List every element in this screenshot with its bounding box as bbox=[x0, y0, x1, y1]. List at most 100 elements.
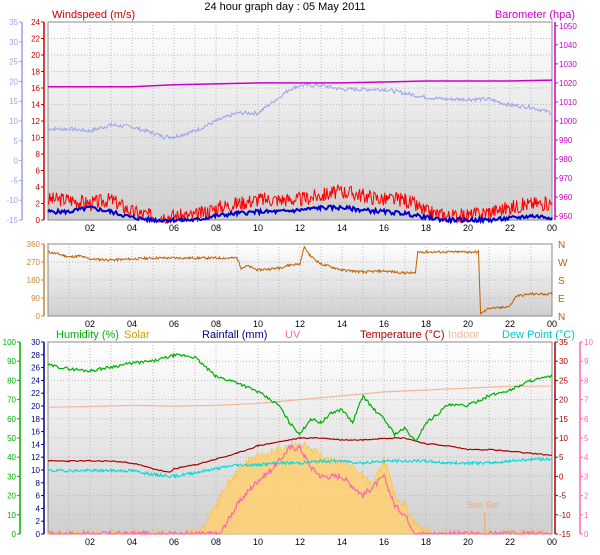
windspeed-axis-tick-label: 24 bbox=[31, 18, 40, 27]
windspeed-axis-tick-label: 8 bbox=[36, 150, 41, 159]
outer-left-axis-tick-label: 15 bbox=[9, 97, 18, 106]
degrees-axis-tick-label: 270 bbox=[27, 258, 41, 267]
uv-line bbox=[47, 443, 552, 536]
windspeed-axis-tick-label: 6 bbox=[36, 167, 41, 176]
x-tick-label: 04 bbox=[127, 537, 137, 547]
compass-label: E bbox=[558, 294, 565, 305]
windspeed-axis-tick-label: 16 bbox=[31, 84, 40, 93]
barometer-axis-title: Barometer (hpa) bbox=[495, 9, 575, 21]
barometer-line bbox=[48, 79, 553, 88]
temperature-axis-tick-label: 15 bbox=[559, 415, 568, 424]
x-tick-label: 04 bbox=[127, 319, 137, 329]
outer-left-axis-tick-label: 5 bbox=[14, 137, 19, 146]
direction-panel-axes: 02 04 06 08 10 12 14 16 18 20 22 00360270180900NWSE… bbox=[27, 240, 568, 329]
wind-panel-axes: 02 04 06 08 10 12 14 16 18 20 22 0035302520151050-5… bbox=[6, 18, 577, 233]
barometer-axis-tick-label: 1010 bbox=[559, 98, 577, 107]
uv-axis-tick-label: 7 bbox=[584, 396, 589, 405]
x-tick-label: 10 bbox=[253, 537, 263, 547]
compass-label: N bbox=[558, 240, 565, 251]
wind-panel-series bbox=[47, 79, 553, 225]
x-tick-label: 08 bbox=[211, 319, 221, 329]
x-tick-label: 06 bbox=[169, 537, 179, 547]
windspeed-axis-title: Windspeed (m/s) bbox=[52, 9, 135, 21]
x-tick-label: 12 bbox=[295, 537, 305, 547]
rainfall-axis-tick-label: 4 bbox=[36, 504, 41, 513]
degrees-axis-tick-label: 0 bbox=[36, 312, 41, 321]
legend-item: Solar bbox=[124, 329, 150, 341]
humidity-axis-tick-label: 20 bbox=[7, 492, 16, 501]
uv-axis-tick-label: 4 bbox=[584, 453, 589, 462]
x-tick-label: 02 bbox=[85, 319, 95, 329]
barometer-axis-tick-label: 990 bbox=[559, 136, 573, 145]
windspeed-axis-tick-label: 2 bbox=[36, 200, 41, 209]
indoor-line bbox=[47, 385, 552, 408]
temperature-axis-tick-label: 10 bbox=[559, 434, 568, 443]
legend-item: Rainfall (mm) bbox=[202, 329, 267, 341]
x-tick-label: 02 bbox=[85, 537, 95, 547]
uv-axis-tick-label: 3 bbox=[584, 472, 589, 481]
humidity-axis-tick-label: 80 bbox=[7, 376, 16, 385]
weather-panel-grid bbox=[48, 342, 552, 534]
x-tick-label: 22 bbox=[505, 537, 515, 547]
wind-panel-grid bbox=[48, 22, 552, 220]
sun-set-label: Sun Set bbox=[467, 500, 500, 510]
rainfall-axis-tick-label: 26 bbox=[31, 364, 40, 373]
weather-panel-series bbox=[47, 352, 553, 536]
wind-average-line bbox=[47, 204, 553, 225]
windspeed-axis-tick-label: 10 bbox=[31, 134, 40, 143]
dew-point-line bbox=[47, 456, 553, 480]
windspeed-axis-tick-label: 14 bbox=[31, 101, 40, 110]
humidity-axis-tick-label: 90 bbox=[7, 357, 16, 366]
x-tick-label: 20 bbox=[463, 223, 473, 233]
outer-left-axis-tick-label: -10 bbox=[6, 196, 18, 205]
windspeed-axis-tick-label: 18 bbox=[31, 68, 40, 77]
legend-item: Humidity (%) bbox=[56, 329, 119, 341]
humidity-axis-tick-label: 60 bbox=[7, 415, 16, 424]
temperature-axis-tick-label: 30 bbox=[559, 357, 568, 366]
uv-axis-tick-label: 6 bbox=[584, 415, 589, 424]
legend-item: Dew Point (°C) bbox=[502, 329, 575, 341]
rainfall-axis-tick-label: 2 bbox=[36, 517, 41, 526]
rainfall-axis-tick-label: 0 bbox=[36, 530, 41, 539]
chart-title: 24 hour graph day : 05 May 2011 bbox=[204, 1, 365, 13]
x-tick-label: 16 bbox=[379, 319, 389, 329]
outer-left-axis-tick-label: 30 bbox=[9, 38, 18, 47]
rainfall-axis-tick-label: 20 bbox=[31, 402, 40, 411]
x-tick-label: 02 bbox=[85, 223, 95, 233]
x-tick-label: 22 bbox=[505, 319, 515, 329]
x-tick-label: 12 bbox=[295, 223, 305, 233]
barometer-axis-tick-label: 950 bbox=[559, 212, 573, 221]
temperature-line bbox=[47, 436, 552, 473]
temperature-axis-tick-label: -5 bbox=[559, 492, 567, 501]
x-tick-label: 00 bbox=[547, 319, 557, 329]
x-tick-label: 06 bbox=[169, 223, 179, 233]
x-tick-label: 20 bbox=[463, 537, 473, 547]
windspeed-axis-tick-label: 4 bbox=[36, 183, 41, 192]
degrees-axis-tick-label: 360 bbox=[27, 240, 41, 249]
compass-label: N bbox=[558, 312, 565, 323]
direction-panel-grid bbox=[48, 244, 552, 316]
compass-label: W bbox=[558, 258, 568, 269]
x-tick-label: 18 bbox=[421, 223, 431, 233]
uv-axis-tick-label: 0 bbox=[584, 530, 589, 539]
outer-left-series-line bbox=[47, 82, 553, 141]
rainfall-axis-tick-label: 22 bbox=[31, 389, 40, 398]
humidity-axis-tick-label: 0 bbox=[12, 530, 17, 539]
x-tick-label: 00 bbox=[547, 223, 557, 233]
humidity-axis-tick-label: 70 bbox=[7, 396, 16, 405]
rainfall-axis-tick-label: 14 bbox=[31, 440, 40, 449]
rainfall-axis-tick-label: 24 bbox=[31, 376, 40, 385]
x-tick-label: 12 bbox=[295, 319, 305, 329]
temperature-axis-tick-label: -10 bbox=[559, 511, 571, 520]
weather-panel-legend: Humidity (%) Solar Rainfall (mm) UV Temperat… bbox=[56, 329, 575, 341]
x-tick-label: 10 bbox=[253, 223, 263, 233]
x-tick-label: 08 bbox=[211, 537, 221, 547]
uv-axis-tick-label: 5 bbox=[584, 434, 589, 443]
degrees-axis-tick-label: 90 bbox=[31, 294, 40, 303]
uv-axis-tick-label: 1 bbox=[584, 511, 589, 520]
rainfall-axis-tick-label: 30 bbox=[31, 338, 40, 347]
outer-left-axis-tick-label: -15 bbox=[6, 216, 18, 225]
legend-item: Indoor bbox=[448, 329, 480, 341]
rainfall-axis-tick-label: 28 bbox=[31, 351, 40, 360]
